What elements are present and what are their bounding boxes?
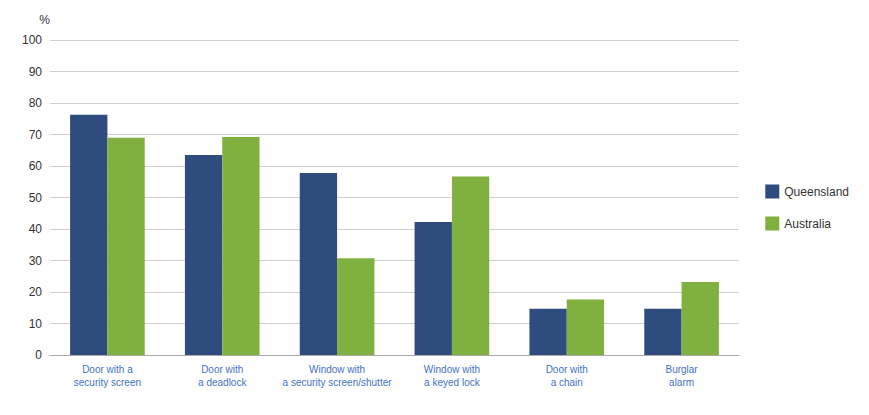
svg-text:100: 100: [22, 33, 42, 47]
svg-text:alarm: alarm: [669, 377, 694, 388]
svg-text:a deadlock: a deadlock: [198, 377, 247, 388]
svg-text:Australia: Australia: [784, 217, 831, 231]
svg-text:Burglar: Burglar: [665, 364, 698, 375]
svg-text:Door with a: Door with a: [82, 364, 133, 375]
svg-text:Window with: Window with: [424, 364, 480, 375]
svg-text:a keyed lock: a keyed lock: [424, 377, 481, 388]
svg-text:70: 70: [29, 128, 43, 142]
svg-text:90: 90: [29, 65, 43, 79]
svg-text:60: 60: [29, 159, 43, 173]
svg-text:80: 80: [29, 96, 43, 110]
svg-text:a chain: a chain: [551, 377, 583, 388]
svg-text:a security screen/shutter: a security screen/shutter: [283, 377, 393, 388]
svg-text:security screen: security screen: [74, 377, 141, 388]
svg-text:0: 0: [35, 348, 42, 362]
svg-text:Window with: Window with: [309, 364, 365, 375]
svg-text:40: 40: [29, 222, 43, 236]
svg-text:10: 10: [29, 317, 43, 331]
svg-text:20: 20: [29, 285, 43, 299]
svg-text:50: 50: [29, 191, 43, 205]
svg-text:Door with: Door with: [201, 364, 243, 375]
svg-text:Door with: Door with: [546, 364, 588, 375]
svg-text:30: 30: [29, 254, 43, 268]
svg-text:Queensland: Queensland: [784, 185, 849, 199]
svg-text:%: %: [39, 13, 50, 27]
